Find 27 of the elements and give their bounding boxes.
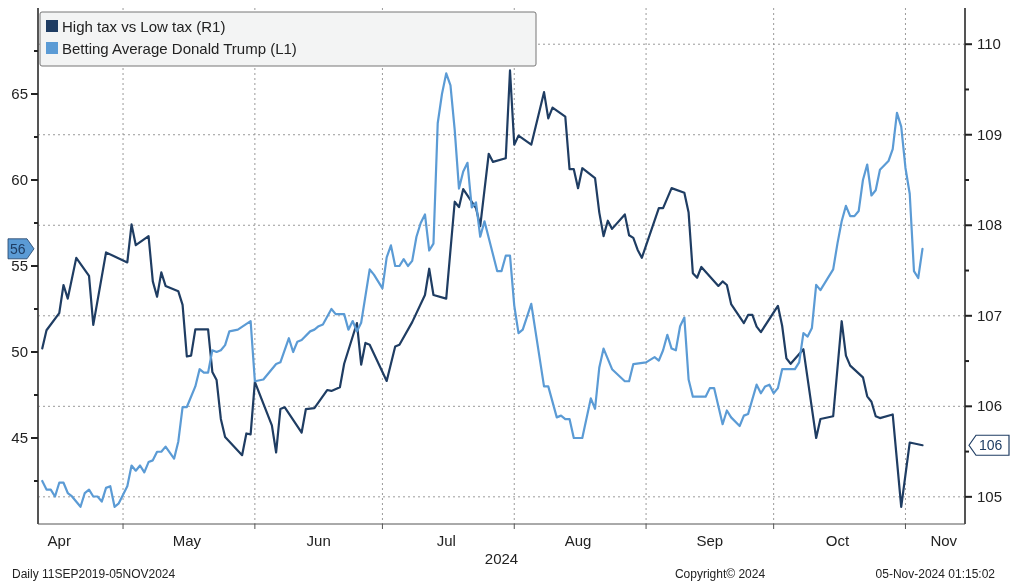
x-tick-label: Aug <box>564 532 592 549</box>
text: 106 <box>979 437 1003 454</box>
y-tick-label: 60 <box>11 171 28 188</box>
x-tick-label: Apr <box>47 532 71 549</box>
x-tick-label: Sep <box>696 532 724 549</box>
y-tick-label: 55 <box>11 257 28 274</box>
y2-tick-label: 109 <box>977 125 1003 143</box>
y2-tick-label: 106 <box>977 397 1003 415</box>
x-axis-title: 2024 <box>484 550 519 567</box>
y-tick-label: 50 <box>11 343 28 360</box>
y2-tick-label: 108 <box>977 216 1003 234</box>
y-tick-label: 45 <box>11 429 28 446</box>
text: Daily 11SEP2019-05NOV2024 <box>12 567 176 581</box>
y2-tick-label: 107 <box>977 306 1003 324</box>
x-tick-label: May <box>172 532 202 549</box>
x-tick-label: Oct <box>825 532 850 549</box>
text: 56 <box>10 240 26 257</box>
text: 05-Nov-2024 01:15:02 <box>875 567 996 581</box>
legend-label: Betting Average Donald Trump (L1) <box>62 40 297 57</box>
text: Copyright© 2024 <box>674 567 766 581</box>
y2-tick-label: 110 <box>977 35 1001 53</box>
x-tick-label: Jun <box>306 532 331 549</box>
x-tick-label: Nov <box>930 532 958 549</box>
x-tick-label: Jul <box>436 532 456 549</box>
y2-tick-label: 105 <box>977 487 1003 505</box>
y-tick-label: 65 <box>11 85 28 102</box>
legend-label: High tax vs Low tax (R1) <box>62 18 226 35</box>
